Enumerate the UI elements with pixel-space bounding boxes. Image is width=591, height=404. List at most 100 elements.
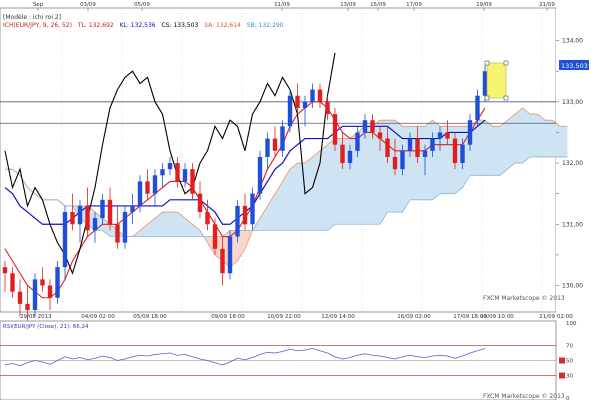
kumo-segment bbox=[275, 181, 283, 231]
bottom-date-label: 10/09 22:00 bbox=[267, 314, 301, 320]
candles bbox=[2, 65, 488, 323]
kumo-segment bbox=[102, 218, 110, 237]
template-title: [Modèle : ichi roi 2] bbox=[3, 14, 61, 21]
rsi-current-marker bbox=[559, 357, 565, 364]
y-tick-label: 133,00 bbox=[562, 99, 583, 106]
indicator-name: ICH(EUR/JPY, 9, 26, 52) bbox=[3, 22, 72, 29]
top-date-label: 13/09 bbox=[340, 2, 356, 8]
candle-body bbox=[385, 138, 390, 157]
candle-body bbox=[482, 71, 488, 96]
kumo-segment bbox=[440, 126, 448, 194]
kumo-segment bbox=[410, 126, 418, 200]
kumo-segment bbox=[432, 120, 440, 200]
horizontal-lines bbox=[0, 101, 556, 124]
top-date-label: 15/09 bbox=[370, 2, 386, 8]
candle-body bbox=[25, 303, 30, 310]
candle-body bbox=[437, 132, 443, 139]
candle-body bbox=[302, 101, 308, 108]
candle-body bbox=[280, 126, 285, 151]
kumo-segment bbox=[522, 107, 530, 164]
candle-body bbox=[62, 212, 68, 268]
candle-body bbox=[10, 273, 15, 292]
rsi-panel: 100 70 50 30 0 bbox=[0, 321, 577, 402]
candle-body bbox=[422, 150, 428, 157]
candle-body bbox=[400, 150, 405, 170]
kumo-segment bbox=[552, 120, 560, 157]
candle-body bbox=[332, 114, 338, 145]
candle-body bbox=[145, 181, 150, 194]
y-tick-label: 134,00 bbox=[562, 38, 583, 45]
candle-body bbox=[40, 279, 45, 286]
y-tick-label: 131,00 bbox=[562, 221, 583, 228]
kumo-segment bbox=[530, 114, 538, 157]
bottom-date-label: 12/09 14:00 bbox=[321, 314, 355, 320]
kumo-segment bbox=[312, 150, 320, 231]
resize-handle[interactable] bbox=[484, 95, 490, 101]
resize-handle[interactable] bbox=[503, 60, 509, 66]
bottom-date-label: 04/09 02:00 bbox=[81, 314, 115, 320]
kumo-segment bbox=[177, 212, 185, 237]
kumo-segment bbox=[320, 144, 328, 231]
top-date-label: 19/09 bbox=[476, 2, 492, 8]
top-date-label: 11/09 bbox=[274, 2, 290, 8]
rsi-level-label: 50 bbox=[566, 359, 573, 365]
kumo-segment bbox=[395, 120, 403, 213]
candle-body bbox=[310, 89, 315, 102]
candle-body bbox=[452, 138, 458, 164]
rsi-line bbox=[4, 348, 486, 367]
candle-body bbox=[190, 169, 195, 194]
kumo-segment bbox=[147, 218, 155, 237]
candle-body bbox=[475, 95, 480, 121]
candle-body bbox=[2, 267, 8, 274]
kumo-segment bbox=[185, 218, 193, 237]
candle-body bbox=[115, 224, 120, 243]
kumo-segment bbox=[237, 230, 245, 262]
candle-body bbox=[152, 175, 158, 194]
candle-body bbox=[212, 224, 218, 249]
candle-body bbox=[295, 95, 300, 108]
rsi-level-label: 100 bbox=[566, 321, 577, 327]
bottom-date-label: 05/09 18:00 bbox=[133, 314, 167, 320]
candle-body bbox=[430, 138, 435, 151]
kumo-segment bbox=[500, 120, 508, 176]
candle-body bbox=[85, 205, 90, 231]
top-date-label: Sep bbox=[33, 2, 44, 8]
candle-body bbox=[235, 205, 240, 237]
candle-body bbox=[197, 193, 203, 213]
kumo-segment bbox=[515, 107, 523, 164]
kumo-segment bbox=[365, 126, 373, 225]
candle-body bbox=[167, 163, 173, 170]
kumo-segment bbox=[537, 114, 545, 157]
candle-body bbox=[55, 267, 60, 298]
candle-body bbox=[182, 169, 188, 182]
indicator-legend: ICH(EUR/JPY, 9, 26, 52) TL: 132,692 KL: … bbox=[3, 22, 284, 29]
candle-body bbox=[130, 205, 135, 213]
resize-handle[interactable] bbox=[484, 60, 490, 66]
candle-body bbox=[370, 120, 375, 133]
candle-body bbox=[415, 138, 420, 157]
y-tick-label: 130,00 bbox=[562, 283, 583, 290]
sb-value: SB: 132,290 bbox=[247, 22, 284, 29]
kumo-segment bbox=[417, 126, 425, 200]
candle-body bbox=[32, 279, 38, 310]
candle-body bbox=[122, 212, 128, 243]
kumo-segment bbox=[305, 156, 313, 231]
candle-body bbox=[445, 132, 450, 139]
top-date-label: 17/09 bbox=[406, 2, 422, 8]
resize-handle[interactable] bbox=[503, 95, 509, 101]
kumo-segment bbox=[372, 120, 380, 225]
candle-body bbox=[467, 120, 473, 145]
candle-body bbox=[257, 156, 263, 194]
candle-body bbox=[242, 205, 248, 225]
candle-body bbox=[377, 132, 383, 139]
bottom-date-label: 17/09 18:00 bbox=[453, 314, 487, 320]
top-date-label: 21/09 bbox=[539, 2, 555, 8]
candle-body bbox=[317, 89, 323, 102]
rsi-watermark: FXCM Marketscope © 2013 bbox=[483, 393, 565, 400]
selection-highlight[interactable] bbox=[486, 62, 507, 99]
kumo-segment bbox=[545, 120, 553, 157]
kumo-segment bbox=[267, 193, 275, 231]
top-date-axis: Sep 03/09 05/09 11/09 13/09 15/09 17/09 19/09 21… bbox=[33, 2, 555, 11]
